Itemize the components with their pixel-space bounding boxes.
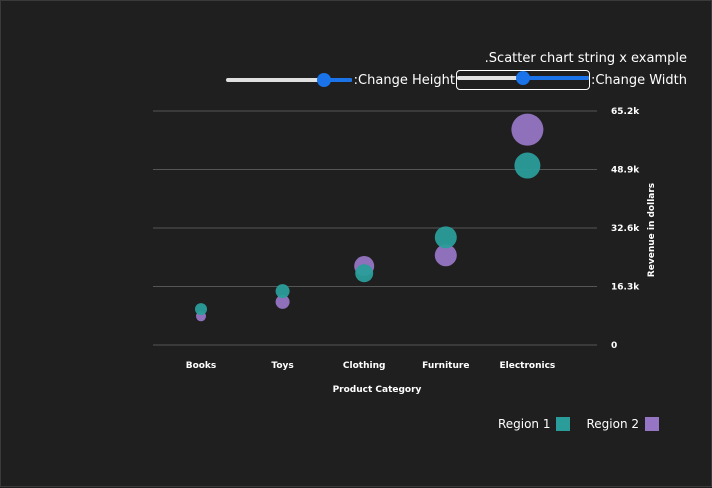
width-control: :Change Width xyxy=(455,70,687,90)
data-point xyxy=(434,226,457,249)
width-slider-thumb[interactable] xyxy=(515,71,530,85)
height-slider-fill xyxy=(323,78,352,82)
width-label: :Change Width xyxy=(590,72,687,88)
width-slider-fill xyxy=(522,76,589,80)
legend-label: Region 1 xyxy=(497,417,551,431)
y-tick-label: 48.9k xyxy=(611,166,640,176)
data-point xyxy=(275,294,290,309)
legend-label: Region 2 xyxy=(586,417,639,431)
x-axis-title: Product Category xyxy=(333,385,422,395)
y-tick-label: 0 xyxy=(611,341,617,351)
x-tick-label: Furniture xyxy=(422,361,469,371)
data-point xyxy=(195,303,207,316)
slider-controls: :Change Width :Change Height xyxy=(224,70,687,90)
legend-swatch xyxy=(556,417,571,431)
data-point xyxy=(511,113,544,146)
x-tick-label: Toys xyxy=(271,361,293,371)
x-tick-label: Electronics xyxy=(500,361,556,371)
legend-item[interactable]: Region 2 xyxy=(586,417,659,431)
y-tick-label: 16.3k xyxy=(611,283,640,293)
y-axis-title: Revenue in dollars xyxy=(647,183,657,277)
x-tick-label: Books xyxy=(186,361,217,371)
width-slider[interactable] xyxy=(455,70,590,90)
height-slider-thumb[interactable] xyxy=(316,73,331,87)
height-slider-track xyxy=(225,78,352,82)
chart-title: .Scatter chart string x example xyxy=(484,51,687,66)
data-point xyxy=(434,244,457,267)
y-tick-label: 32.6k xyxy=(611,224,640,234)
data-point xyxy=(514,152,541,179)
chart-legend: Region 2 Region 1 xyxy=(498,417,659,431)
legend-item[interactable]: Region 1 xyxy=(498,417,571,431)
y-tick-label: 65.2k xyxy=(611,107,640,117)
data-point xyxy=(355,264,374,283)
height-control: :Change Height xyxy=(225,72,455,88)
legend-swatch xyxy=(645,417,659,431)
x-tick-label: Clothing xyxy=(343,361,386,371)
data-point xyxy=(275,284,290,299)
height-label: :Change Height xyxy=(353,72,455,88)
height-slider[interactable] xyxy=(225,73,352,87)
